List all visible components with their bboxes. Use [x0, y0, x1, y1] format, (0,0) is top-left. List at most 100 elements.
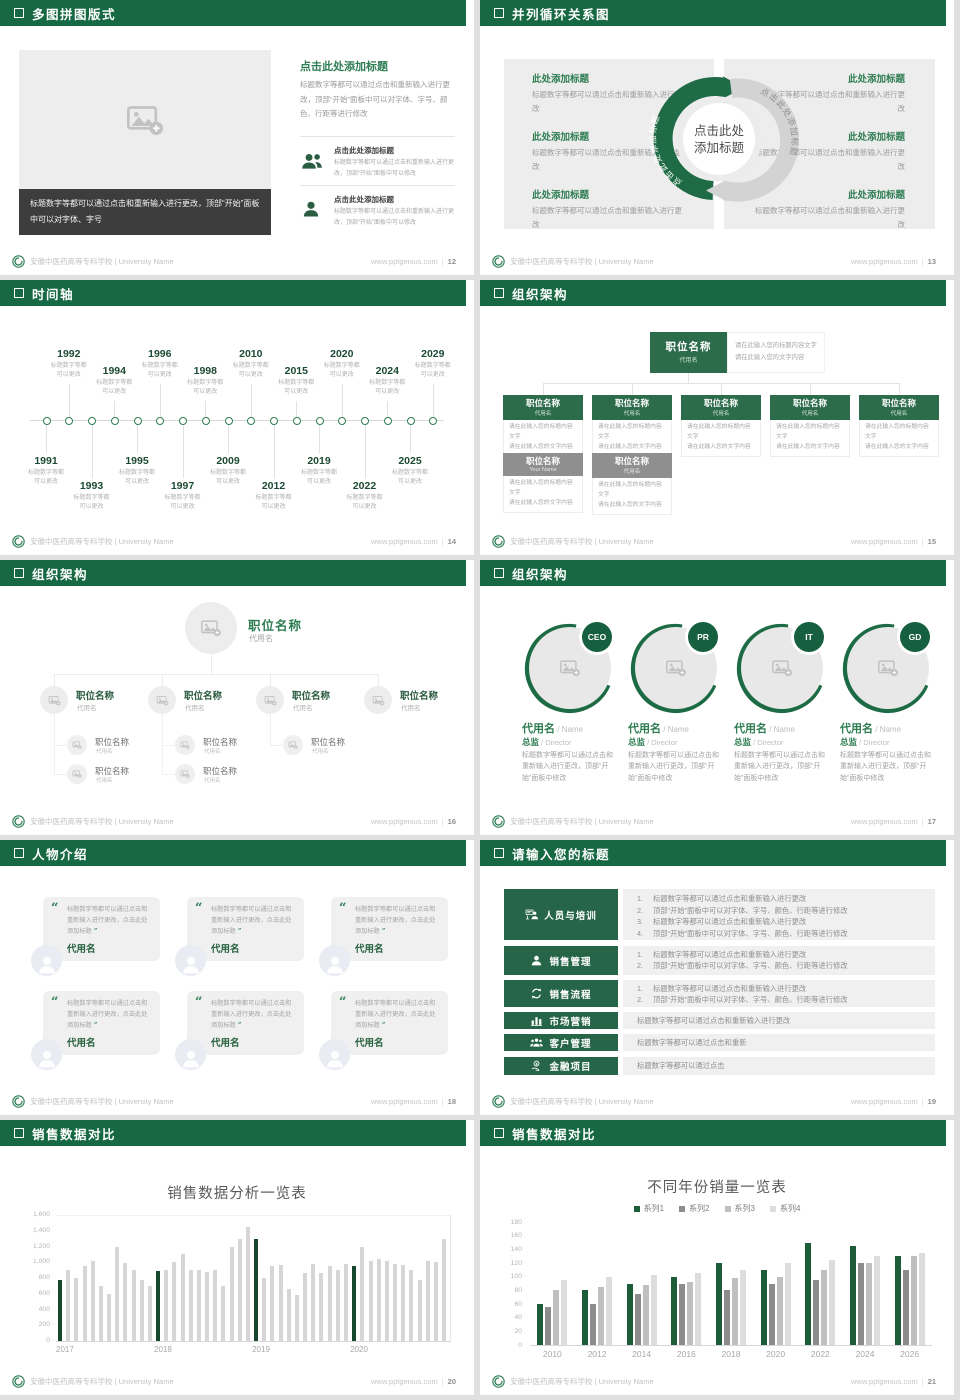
slide-thumb-12[interactable]: 多图拼图版式 标题数字等都可以通过点击和重新输入进行更改，顶部“开始”面板中可以…: [0, 0, 474, 275]
line-number: 2.: [637, 961, 644, 970]
agenda-detail: 1. 标题数字等都可以通过点击和重新输入进行更改 2. 顶部“开始”面板中可以对字体、…: [623, 946, 935, 975]
sales-icon: [530, 954, 543, 967]
page-number: 16: [447, 816, 456, 826]
agenda-item[interactable]: 市场营销: [504, 1012, 618, 1029]
agenda-item[interactable]: 客户管理: [504, 1034, 618, 1051]
org-box: 职位名称 代用名 请在此输入您的标题内容文字 请在此输入您的文字内容: [592, 395, 672, 457]
slide-thumb-14[interactable]: 时间轴 1991 标题数字等都 可以更改 1992 标题数字等都 可以更改 1993 标题数字…: [0, 280, 474, 555]
timeline-entry: 2025 标题数字等都 可以更改: [382, 455, 438, 488]
bar: [376, 1259, 381, 1341]
agenda-item[interactable]: 销售管理: [504, 946, 618, 975]
agenda-item[interactable]: 金融项目: [504, 1057, 618, 1075]
org-child-subtitle: 代用名: [204, 749, 221, 755]
slide-content: “ 标题数字等都可以通过点击和重新输入进行更改，点击此处添加标题 ” 代用名 “…: [0, 866, 474, 1091]
bar: [229, 1246, 234, 1341]
slide-footer: 安徽中医药高等专科学校 | University Name www.pptgeni…: [480, 531, 954, 555]
slide-thumb-16[interactable]: 组织架构 职位名称 代用名 职位名称 代用名 职位名称 代用名 职位名称 代用名…: [0, 560, 474, 835]
school-logo-icon: [12, 814, 25, 828]
timeline-caption: 标题数字等都 可以更改: [27, 470, 64, 486]
agenda-label: 客户管理: [549, 1038, 592, 1050]
org-box-title: 职位名称: [881, 398, 916, 408]
slide-thumb-20[interactable]: 销售数据对比 销售数据分析一览表 0 200 400 600 800 1,000 1,200…: [0, 1120, 474, 1395]
agenda-item[interactable]: 销售流程: [504, 980, 618, 1007]
close-quote-icon: ”: [235, 1021, 242, 1029]
timeline-connector: [137, 425, 138, 453]
org-connector: [721, 383, 722, 395]
org-box-note: 请在此输入您的标题内容文字 请在此输入您的文字内容: [592, 420, 672, 457]
legend-swatch: [679, 1205, 686, 1212]
timeline-entry: 2019 标题数字等都 可以更改: [291, 455, 347, 488]
school-logo-icon: [12, 254, 25, 268]
slide-content: 不同年份销量一览表 系列1 系列2 系列3 系列4 0 20 40 60 80 100 120 140…: [480, 1146, 954, 1371]
org-connector: [688, 373, 689, 383]
timeline-year: 2024: [375, 365, 399, 377]
footer-divider: |: [441, 1096, 444, 1106]
member-photo[interactable]: [847, 627, 929, 709]
slide-content: 此处添加标题 标题数字等都可以通过点击和重新输入进行更改 此处添加标题 标题数字等都可…: [480, 26, 954, 251]
footer-left: 安徽中医药高等专科学校 | University Name: [492, 534, 654, 548]
card-quote: 标题数字等都可以通过点击和重新输入进行更改，点击此处添加标题 ”: [211, 1000, 292, 1029]
org-branch-photo: [256, 686, 284, 714]
cycle-item: 此处添加标题 标题数字等都可以通过点击和重新输入进行更改: [532, 71, 682, 115]
feature-item: 点击此处添加标题 标题数字等都可以通过点击和重新输入进行更改，顶部“开始”面板中…: [334, 145, 456, 180]
member-portrait: IT: [728, 622, 828, 714]
section-title: 点击此处添加标题: [300, 61, 388, 73]
footer-right: www.pptgenius.com | 17: [851, 817, 936, 826]
image-placeholder[interactable]: [19, 50, 271, 189]
timeline-point: [179, 417, 187, 425]
bar: [278, 1265, 283, 1341]
timeline-connector: [68, 384, 70, 417]
bar: [327, 1266, 332, 1341]
y-tick-label: 400: [38, 1305, 50, 1313]
cycle-item-text: 标题数字等都可以通过点击和重新输入进行更改: [755, 148, 905, 171]
y-tick-label: 1,000: [32, 1258, 50, 1266]
timeline-connector: [159, 384, 161, 417]
chart-title: 销售数据分析一览表: [167, 1186, 307, 1202]
y-tick-label: 0: [46, 1337, 50, 1344]
x-tick-label: 2024: [855, 1349, 875, 1359]
org-branch-subtitle: 代用名: [77, 705, 97, 712]
bar: [561, 1280, 568, 1345]
bar: [695, 1273, 702, 1346]
feature-item: 点击此处添加标题 标题数字等都可以通过点击和重新输入进行更改，顶部“开始”面板中…: [334, 194, 456, 229]
org-child-title: 职位名称: [203, 766, 238, 776]
slide-thumb-19[interactable]: 请输入您的标题 人员与培训 1. 标题数字等都可以通过点击和重新输入进行更改 2. 顶部…: [480, 840, 954, 1115]
member-photo[interactable]: [741, 627, 823, 709]
slide-thumb-13[interactable]: 并列循环关系图 此处添加标题 标题数字等都可以通过点击和重新输入进行更改 此处添加标…: [480, 0, 954, 275]
member-portrait: PR: [622, 622, 722, 714]
bar: [368, 1260, 373, 1341]
slide-thumb-18[interactable]: 人物介绍 “ 标题数字等都可以通过点击和重新输入进行更改，点击此处添加标题 ” …: [0, 840, 474, 1115]
slide-thumb-21[interactable]: 销售数据对比 不同年份销量一览表 系列1 系列2 系列3 系列4 0 20 40 60 80 10…: [480, 1120, 954, 1395]
timeline-year: 1996: [148, 348, 172, 360]
image-placeholder-icon: [156, 695, 168, 705]
slide-header: 多图拼图版式: [0, 0, 466, 26]
member-name: 代用名 / Name: [734, 723, 796, 735]
bar: [294, 1295, 299, 1341]
site-url: www.pptgenius.com: [371, 1376, 438, 1386]
image-placeholder-icon: [264, 695, 276, 705]
slide-content: CEO 代用名 / Name 总监 / Director 标题数字等都可以通过点…: [480, 586, 954, 811]
agenda-item[interactable]: 人员与培训: [504, 889, 618, 940]
footer-left: 安徽中医药高等专科学校 | University Name: [12, 1094, 174, 1108]
timeline-point: [315, 417, 324, 425]
card-quote: 标题数字等都可以通过点击和重新输入进行更改，点击此处添加标题 ”: [355, 1000, 436, 1029]
slide-thumb-17[interactable]: 组织架构 CEO 代用名 / Name 总监 / Director 标题数字等都…: [480, 560, 954, 835]
timeline-connector: [205, 401, 207, 417]
cycle-item-text: 标题数字等都可以通过点击和重新输入进行更改: [755, 206, 905, 229]
timeline-entry: 1991 标题数字等都 可以更改: [18, 455, 74, 488]
org-child-photo: [67, 735, 87, 755]
slide-thumb-15[interactable]: 组织架构 职位名称 代用名 请在此输入您的标题内容文字 请在此输入您的文字内容 职位…: [480, 280, 954, 555]
card-quote: 标题数字等都可以通过点击和重新输入进行更改，点击此处添加标题 ”: [355, 906, 436, 935]
plot-frame: [56, 1215, 451, 1342]
timeline-caption: 标题数字等都 可以更改: [118, 470, 155, 486]
footer-right: www.pptgenius.com | 12: [371, 257, 456, 266]
y-tick-label: 20: [514, 1327, 522, 1335]
org-connector: [54, 674, 378, 675]
timeline-connector: [228, 425, 229, 453]
school-name: 安徽中医药高等专科学校 | University Name: [510, 536, 654, 546]
org-box-header: 职位名称 代用名: [503, 395, 583, 420]
timeline-entry: 2010 标题数字等都 可以更改: [223, 348, 279, 381]
chart-legend: 系列1 系列2 系列3 系列4: [480, 1203, 954, 1214]
image-placeholder-icon: [666, 660, 686, 677]
timeline-point: [429, 417, 438, 425]
